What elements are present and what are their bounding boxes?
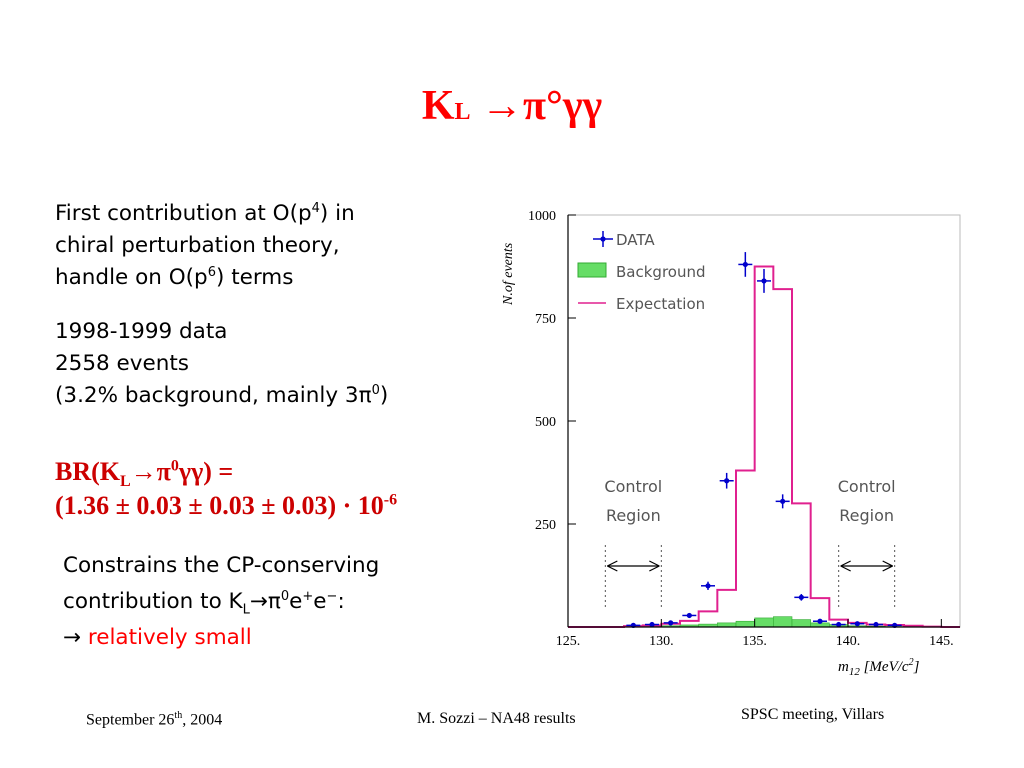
x-tick-label: 125. — [556, 634, 581, 649]
y-tick-label: 500 — [535, 415, 556, 430]
data-point — [645, 621, 659, 628]
legend-data: DATA — [593, 231, 655, 249]
relatively-small-text: relatively small — [87, 625, 252, 650]
data-point-marker — [761, 278, 767, 284]
slide-title: KL →π°γγ — [421, 83, 603, 129]
control-region-label: Control — [604, 477, 662, 496]
background-bin — [754, 617, 774, 628]
data-point — [719, 472, 734, 489]
bullet-constraint: Constrains the CP-conserving contributio… — [63, 553, 380, 650]
background-bin — [847, 625, 867, 628]
background-bin — [866, 625, 886, 628]
background-bin — [791, 619, 811, 628]
control-region: Control Region — [604, 477, 662, 610]
arrow-right-head-icon — [649, 560, 660, 572]
bullet-data-stats: 1998-1999 data 2558 events (3.2% backgro… — [55, 319, 389, 408]
data-point-marker — [817, 618, 823, 624]
data-point — [794, 594, 809, 601]
expectation-histogram — [568, 265, 960, 628]
data-point-marker — [630, 622, 636, 628]
expectation-line — [568, 265, 960, 628]
background-histogram — [623, 616, 923, 628]
x-axis-label: m12 [MeV/c2] — [838, 657, 920, 678]
data-point-marker — [798, 594, 804, 600]
data-point — [831, 621, 846, 628]
footer-author: M. Sozzi – NA48 results — [417, 710, 576, 727]
control-region-label: Region — [839, 506, 894, 525]
data-point-marker — [854, 621, 860, 627]
control-regions: Control Region Control Region — [604, 477, 896, 610]
x-tick-label: 140. — [836, 634, 861, 649]
y-tick-label: 1000 — [528, 209, 556, 224]
data-point — [663, 620, 678, 626]
data-point-marker — [649, 621, 655, 628]
data-points — [626, 252, 902, 628]
background-bin — [698, 623, 718, 628]
data-point-marker — [686, 612, 692, 619]
data-point — [813, 618, 827, 624]
data-point — [887, 622, 902, 628]
legend-data-marker — [600, 236, 606, 242]
data-point — [850, 621, 865, 627]
data-point — [701, 581, 715, 590]
data-point — [626, 622, 641, 628]
arrow-left-head-icon — [607, 560, 618, 572]
data-point-marker — [705, 583, 711, 589]
data-point — [757, 268, 771, 293]
legend-background-swatch — [577, 262, 607, 278]
x-tick-label: 135. — [742, 634, 767, 649]
data-point-marker — [892, 622, 898, 628]
arrow-right-head-icon — [882, 560, 893, 572]
bullet-first-contribution: First contribution at O(p4) in chiral pe… — [55, 200, 355, 290]
background-bin — [810, 622, 830, 628]
y-axis-label: N.of events — [501, 242, 516, 306]
footer-meeting: SPSC meeting, Villars — [741, 706, 885, 723]
background-bin — [679, 624, 699, 628]
data-point-marker — [836, 621, 842, 628]
data-point-marker — [742, 261, 748, 268]
legend-expectation: Expectation — [578, 295, 705, 313]
legend-data-label: DATA — [616, 231, 655, 249]
x-tick-label: 130. — [649, 634, 674, 649]
data-point-marker — [668, 620, 674, 626]
footer-date: September 26th, 2004 — [86, 710, 223, 729]
legend-expectation-label: Expectation — [616, 295, 705, 313]
control-region-label: Region — [606, 506, 661, 525]
branching-ratio: BR(KL→π0γγ) = (1.36 ± 0.03 ± 0.03 ± 0.03… — [55, 457, 398, 520]
data-point — [775, 494, 790, 509]
legend-background-label: Background — [616, 263, 706, 281]
data-point-marker — [724, 478, 730, 484]
legend: DATA Background Expectation — [577, 231, 706, 313]
background-bin — [773, 616, 793, 628]
y-tick-label: 750 — [535, 312, 556, 327]
x-tick-label: 145. — [929, 634, 954, 649]
background-bin — [717, 622, 737, 628]
data-point-marker — [873, 621, 879, 628]
data-point — [682, 612, 697, 619]
control-region-label: Control — [838, 477, 896, 496]
background-bin — [642, 625, 662, 628]
data-point — [738, 252, 753, 277]
axes: 250 500 750 1000 125. 130. 135. 140. 145. N.of ev… — [501, 209, 960, 678]
control-region: Control Region — [838, 477, 896, 610]
background-bin — [735, 620, 755, 628]
legend-background: Background — [577, 262, 706, 281]
data-point — [869, 621, 883, 628]
background-bin — [829, 624, 849, 628]
plot-frame — [567, 214, 961, 628]
arrow-left-head-icon — [840, 560, 851, 572]
y-tick-label: 250 — [535, 518, 556, 533]
background-bin — [661, 625, 681, 628]
data-point-marker — [780, 498, 786, 504]
